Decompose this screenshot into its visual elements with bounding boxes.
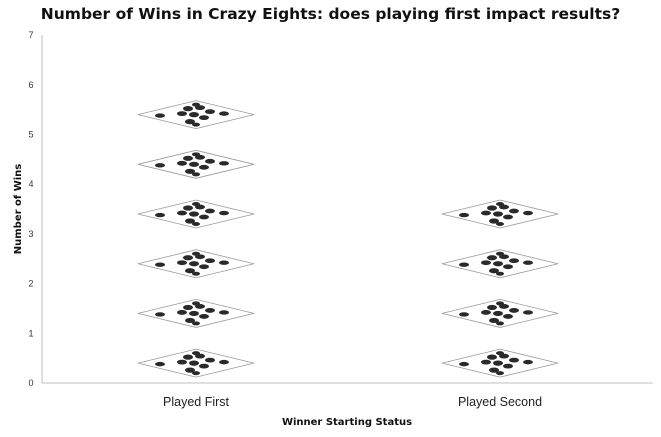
- bar-played-second: [441, 199, 559, 378]
- card-pictograph-mark: [441, 348, 559, 378]
- y-tick-label: 0: [28, 378, 33, 388]
- card-pictograph-mark: [137, 249, 255, 279]
- bar-played-first: [137, 100, 255, 378]
- card-pictograph-mark: [137, 100, 255, 130]
- y-tick-label: 2: [28, 279, 33, 289]
- chart-title: Number of Wins in Crazy Eights: does pla…: [40, 5, 621, 23]
- y-tick-label: 4: [28, 179, 33, 189]
- card-pictograph-mark: [441, 249, 559, 279]
- y-tick-label: 5: [28, 130, 33, 140]
- card-pictograph-mark: [137, 149, 255, 179]
- card-pictograph-mark: [441, 298, 559, 328]
- y-tick-label: 3: [28, 229, 33, 239]
- card-pictograph-mark: [137, 298, 255, 328]
- card-pictograph-mark: [137, 348, 255, 378]
- x-axis-label: Winner Starting Status: [282, 417, 412, 428]
- card-pictograph-mark: [441, 199, 559, 229]
- x-tick-label: Played Second: [458, 395, 542, 409]
- y-tick-label: 7: [28, 30, 33, 40]
- y-tick-label: 6: [28, 80, 33, 90]
- y-axis-label: Number of Wins: [13, 164, 24, 255]
- card-pictograph-mark: [137, 199, 255, 229]
- x-tick-label: Played First: [163, 395, 230, 409]
- y-tick-label: 1: [28, 328, 33, 338]
